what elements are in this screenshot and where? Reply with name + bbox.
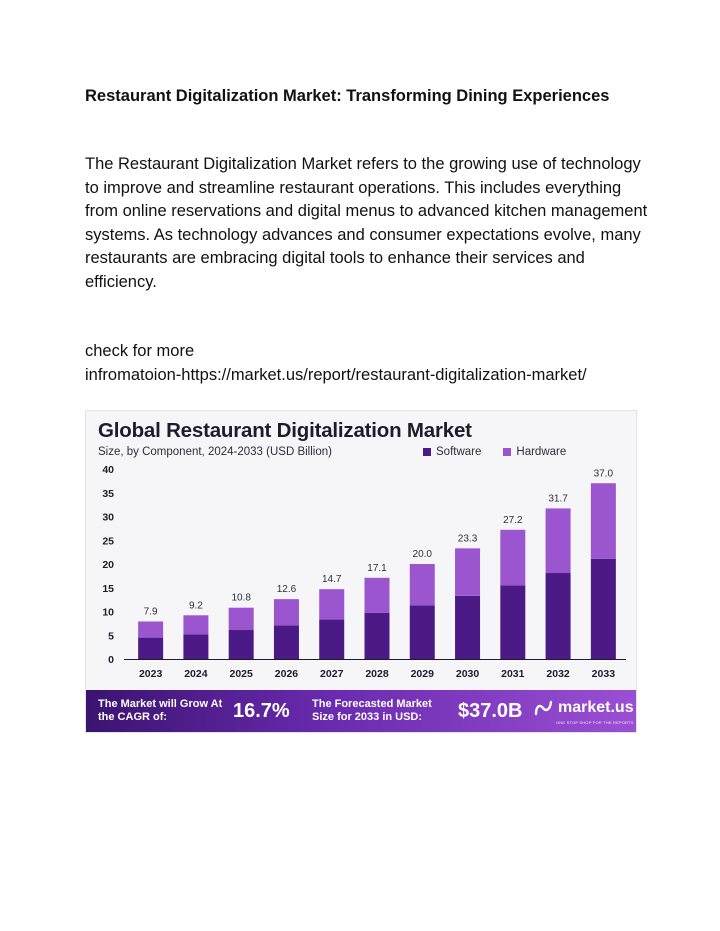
bar-software-2030: [455, 595, 481, 659]
bar-software-2031: [500, 585, 526, 659]
bar-software-2032: [545, 573, 571, 659]
market-us-logo-icon: [534, 700, 553, 716]
x-tick-label-2028: 2028: [365, 668, 389, 680]
brand-tagline: ONE STOP SHOP FOR THE REPORTS: [556, 720, 634, 725]
y-tick-label: 20: [102, 559, 114, 571]
bar-hardware-2031: [500, 529, 526, 586]
y-tick-label: 25: [102, 535, 114, 547]
data-label-2028: 17.1: [367, 563, 387, 574]
bar-hardware-2033: [590, 483, 616, 559]
more-info-block: check for more infromatoion-https://mark…: [85, 340, 685, 387]
cagr-value: 16.7%: [233, 700, 290, 722]
x-tick-label-2026: 2026: [275, 668, 299, 680]
brand-logo: market.us: [534, 699, 634, 717]
y-tick-label: 40: [102, 464, 114, 476]
chart-title: Global Restaurant Digitalization Market: [98, 419, 472, 442]
forecast-label: The Forecasted Market Size for 2033 in U…: [312, 698, 432, 723]
bar-software-2027: [319, 619, 345, 659]
bar-software-2025: [228, 630, 254, 659]
data-label-2033: 37.0: [594, 468, 614, 479]
document-title: Restaurant Digitalization Market: Transf…: [85, 87, 610, 105]
summary-banner: The Market will Grow At the CAGR of: 16.…: [86, 690, 636, 732]
y-tick-label: 30: [102, 512, 114, 524]
legend-software: Software: [423, 446, 481, 458]
bar-hardware-2025: [228, 607, 254, 631]
more-info-line: check for more: [85, 342, 195, 360]
data-label-2032: 31.7: [548, 493, 568, 504]
bar-hardware-2023: [138, 621, 164, 638]
bar-hardware-2030: [455, 548, 481, 596]
bar-software-2026: [273, 625, 299, 659]
data-label-2030: 23.3: [458, 533, 478, 544]
software-swatch: [423, 448, 431, 456]
bar-software-2024: [183, 634, 209, 659]
brand-name: market.us: [558, 699, 634, 716]
x-tick-label-2023: 2023: [139, 668, 163, 680]
x-tick-label-2033: 2033: [592, 668, 616, 680]
document-body: The Restaurant Digitalization Market ref…: [85, 155, 648, 291]
x-tick-label-2025: 2025: [230, 668, 254, 680]
data-label-2025: 10.8: [231, 593, 251, 604]
x-tick-label-2027: 2027: [320, 668, 344, 680]
y-tick-label: 15: [102, 583, 114, 595]
stacked-bar-chart: 05101520253035407.920239.2202410.8202512…: [102, 464, 626, 680]
y-tick-label: 0: [108, 654, 114, 666]
x-tick-label-2032: 2032: [546, 668, 570, 680]
legend-software-label: Software: [436, 446, 482, 458]
more-info-link[interactable]: infromatoion-https://market.us/report/re…: [85, 365, 587, 384]
x-tick-label-2030: 2030: [456, 668, 480, 680]
forecast-value: $37.0B: [458, 700, 523, 722]
bar-hardware-2032: [545, 508, 571, 574]
data-label-2026: 12.6: [277, 584, 297, 595]
legend-hardware: Hardware: [503, 446, 566, 458]
market-infographic: Global Restaurant Digitalization Market …: [85, 410, 637, 733]
bar-software-2023: [138, 637, 164, 659]
data-label-2023: 7.9: [144, 606, 158, 617]
data-label-2029: 20.0: [413, 549, 433, 560]
legend-hardware-label: Hardware: [516, 446, 567, 458]
chart-subtitle: Size, by Component, 2024-2033 (USD Billi…: [98, 446, 332, 458]
hardware-swatch: [503, 448, 512, 456]
bar-software-2028: [364, 612, 390, 659]
x-tick-label-2029: 2029: [411, 668, 435, 680]
y-tick-label: 10: [102, 607, 114, 619]
cagr-label: The Market will Grow At the CAGR of:: [98, 698, 223, 723]
bar-hardware-2024: [183, 615, 209, 635]
data-label-2031: 27.2: [503, 515, 523, 526]
data-label-2027: 14.7: [322, 574, 342, 585]
bar-software-2033: [590, 558, 616, 659]
bar-hardware-2028: [364, 577, 390, 613]
y-tick-label: 35: [102, 488, 114, 500]
bar-software-2029: [409, 605, 435, 659]
chart-legend: Software Hardware: [423, 446, 566, 458]
y-tick-label: 5: [108, 630, 114, 642]
bar-hardware-2026: [273, 599, 299, 626]
x-tick-label-2031: 2031: [501, 668, 525, 680]
x-tick-label-2024: 2024: [184, 668, 208, 680]
bar-hardware-2029: [409, 564, 435, 606]
bar-hardware-2027: [319, 589, 345, 620]
data-label-2024: 9.2: [189, 600, 203, 611]
